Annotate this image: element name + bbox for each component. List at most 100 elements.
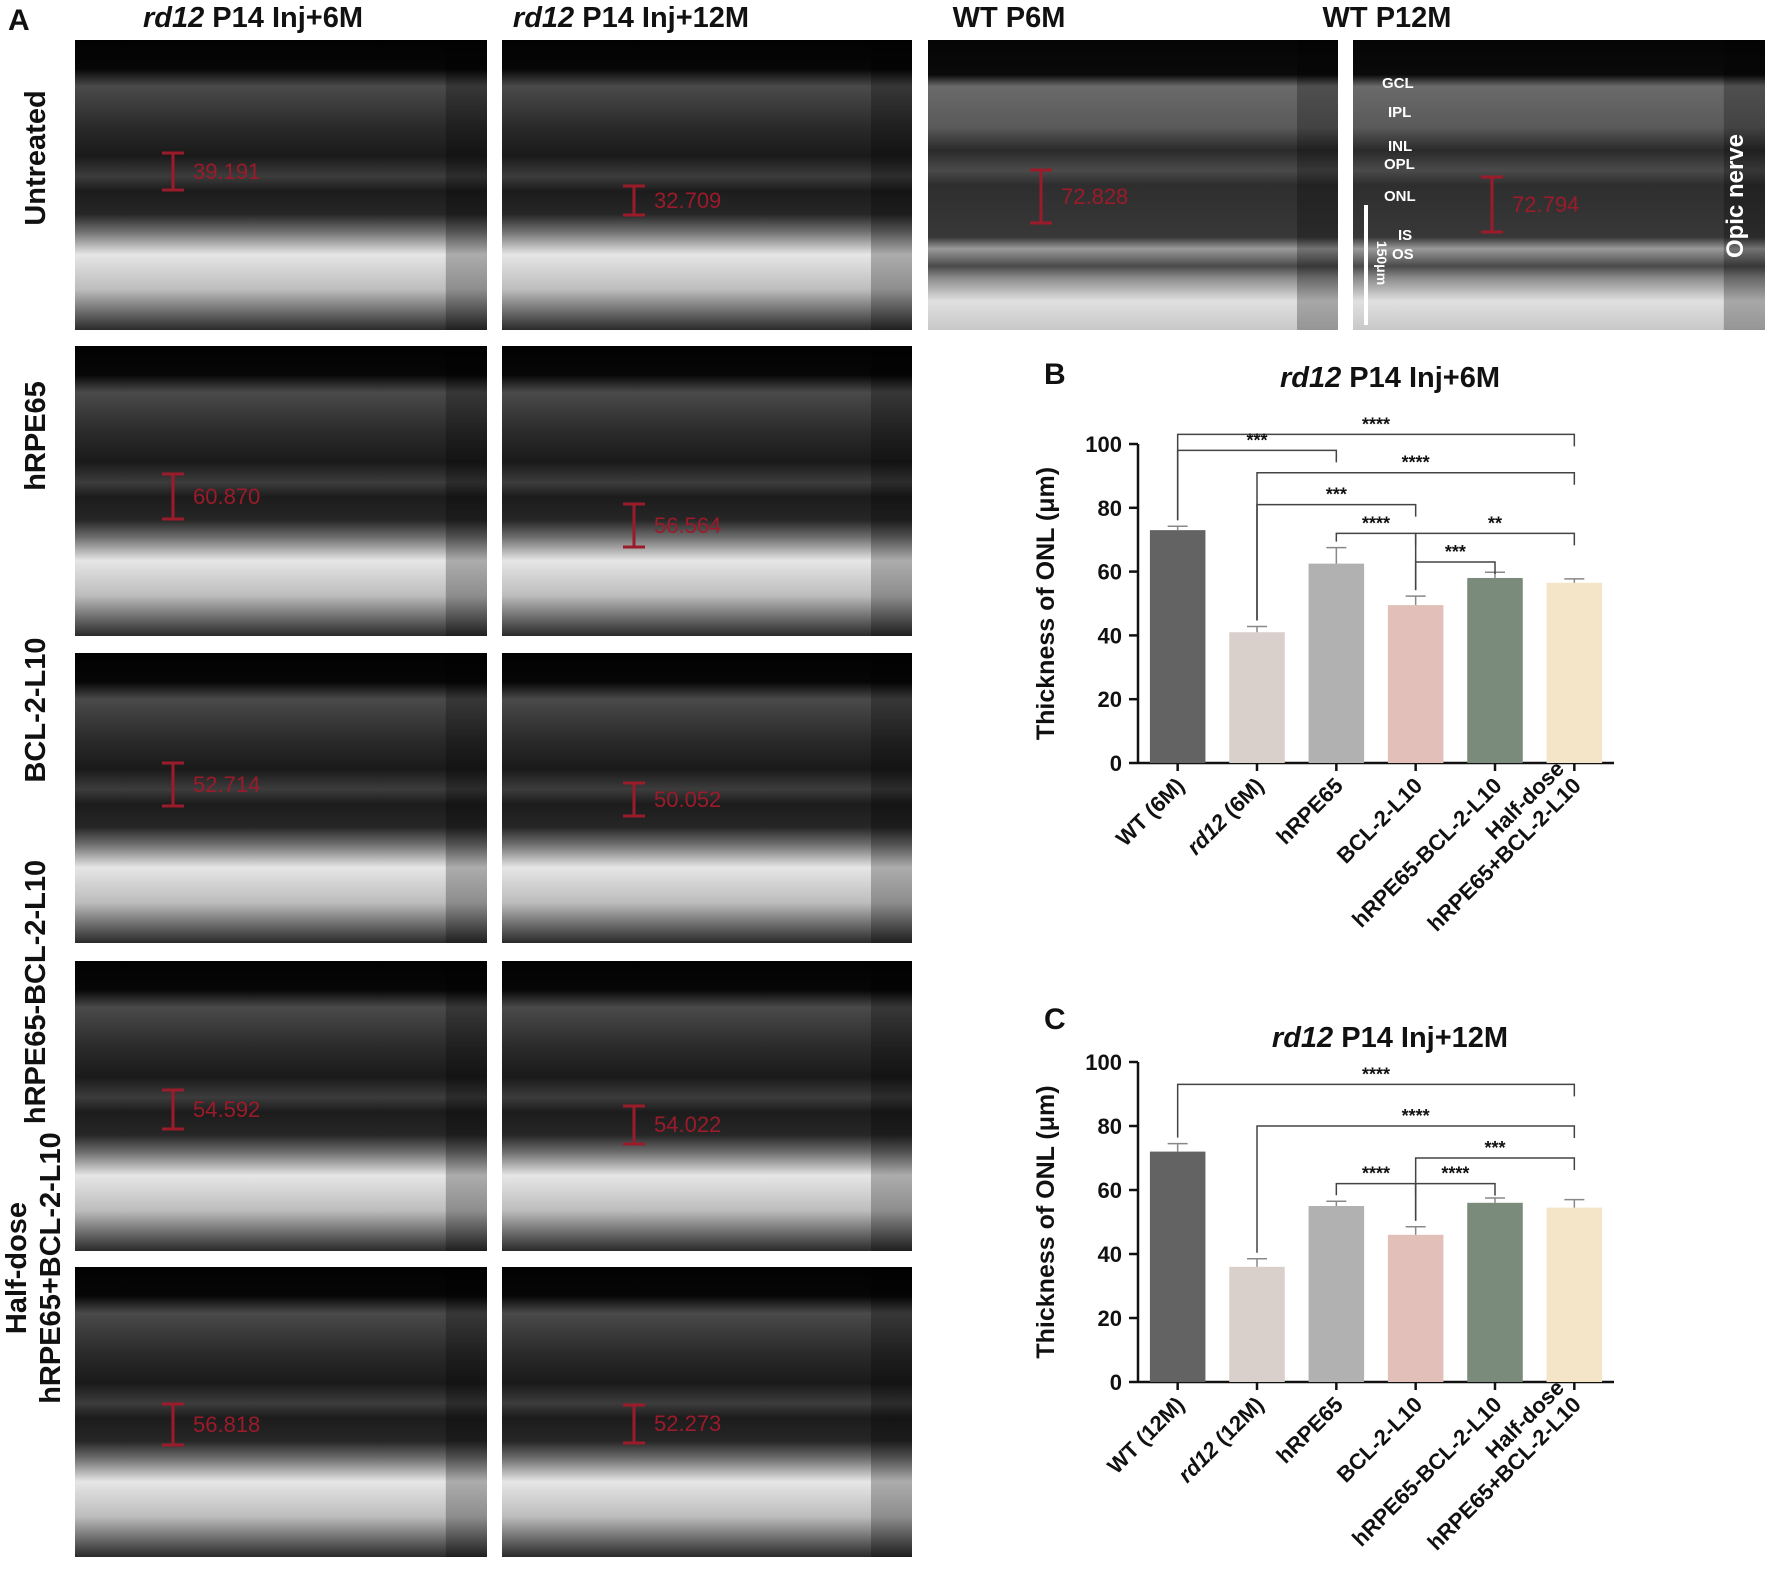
layer-label-onl: ONL	[1384, 188, 1416, 205]
onl-measure-bar	[623, 184, 645, 217]
scale-bar	[1364, 205, 1368, 325]
onl-thickness-value: 72.794	[1512, 191, 1580, 217]
y-tick-label: 0	[1110, 751, 1122, 776]
column-header-wt6m: WT P6M	[952, 2, 1066, 34]
significance-bracket	[1176, 1083, 1576, 1138]
layer-label-ipl: IPL	[1388, 104, 1412, 121]
bar	[1149, 530, 1206, 763]
significance-label: ****	[1441, 1164, 1469, 1184]
y-tick-label: 40	[1098, 1242, 1122, 1267]
onl-measure-bar	[162, 1402, 184, 1447]
significance-label: ***	[1445, 542, 1466, 562]
y-axis-label: Thickness of ONL (μm)	[1032, 467, 1060, 740]
onl-thickness-value: 60.870	[193, 483, 261, 509]
onl-thickness-value: 72.828	[1061, 183, 1129, 209]
bar	[1387, 605, 1444, 763]
bar	[1467, 577, 1523, 763]
oct-image	[502, 1267, 912, 1557]
y-tick-label: 20	[1098, 687, 1122, 712]
y-tick-label: 0	[1110, 1370, 1122, 1395]
significance-label: ****	[1362, 414, 1390, 434]
onl-measure-bar	[623, 502, 645, 549]
bar	[1229, 632, 1285, 763]
svg-text:hRPE65: hRPE65	[1271, 1392, 1347, 1468]
onl-measure-bar	[1481, 175, 1503, 234]
bar	[1546, 582, 1603, 763]
bar	[1308, 1206, 1365, 1382]
onl-measure-bar	[623, 1403, 645, 1445]
column-header-inj12m: rd12 P14 Inj+12M	[512, 2, 750, 34]
onl-thickness-value: 56.564	[654, 512, 722, 538]
bar	[1308, 563, 1365, 763]
oct-image	[1353, 40, 1765, 330]
layer-label-opl: OPL	[1384, 156, 1415, 173]
onl-thickness-value: 56.818	[193, 1411, 261, 1437]
y-tick-label: 60	[1098, 1178, 1122, 1203]
significance-label: ****	[1362, 1164, 1390, 1184]
significance-bracket	[1256, 503, 1417, 621]
svg-text:hRPE65-BCL-2-L10: hRPE65-BCL-2-L10	[1347, 1392, 1506, 1551]
onl-thickness-value: 54.592	[193, 1096, 261, 1122]
significance-label: ***	[1326, 485, 1347, 505]
layer-label-is: IS	[1398, 227, 1413, 244]
onl-thickness-value: 39.191	[193, 158, 261, 184]
significance-bracket	[1176, 449, 1338, 521]
y-tick-label: 100	[1085, 432, 1122, 457]
layer-label-gcl: GCL	[1382, 75, 1414, 92]
onl-measure-bar	[162, 472, 184, 521]
significance-bracket	[1335, 1182, 1417, 1196]
significance-label: ****	[1362, 1064, 1390, 1084]
panel-a-letter: A	[8, 4, 30, 37]
oct-image	[502, 40, 912, 330]
onl-measure-bar	[623, 781, 645, 818]
x-tick-label: hRPE65-BCL-2-L10	[1347, 1392, 1506, 1551]
y-tick-label: 80	[1098, 496, 1122, 521]
panel-b-letter: B	[1044, 358, 1066, 391]
svg-text:hRPE65+BCL-2-L10: hRPE65+BCL-2-L10	[1423, 1392, 1586, 1555]
oct-image	[75, 1267, 487, 1557]
chart-b-title: rd12 P14 Inj+6M	[1279, 362, 1501, 394]
onl-measure-bar	[1030, 168, 1052, 225]
onl-thickness-value: 32.709	[654, 187, 722, 213]
y-tick-label: 80	[1098, 1114, 1122, 1139]
y-axis-label: Thickness of ONL (μm)	[1032, 1085, 1060, 1358]
onl-measure-bar	[162, 1088, 184, 1131]
oct-image	[502, 653, 912, 943]
onl-thickness-value: 54.022	[654, 1112, 722, 1137]
significance-bracket	[1256, 1125, 1576, 1253]
oct-image	[502, 961, 912, 1251]
oct-image	[75, 653, 487, 943]
layer-label-os: OS	[1392, 246, 1414, 263]
onl-measure-bar	[162, 761, 184, 808]
column-header-inj6m: rd12 P14 Inj+6M	[142, 2, 364, 34]
y-tick-label: 40	[1098, 623, 1122, 648]
bar	[1546, 1207, 1603, 1382]
onl-measure-bar	[623, 1104, 645, 1146]
x-tick-label: rd12 (12M)	[1173, 1392, 1268, 1487]
y-tick-label: 100	[1085, 1050, 1122, 1075]
panel-c-letter: C	[1044, 1003, 1066, 1036]
bar	[1229, 1266, 1285, 1382]
onl-thickness-value: 50.052	[654, 786, 722, 812]
significance-label: ***	[1484, 1138, 1505, 1158]
y-tick-label: 20	[1098, 1306, 1122, 1331]
significance-bracket	[1414, 1182, 1496, 1221]
significance-label: **	[1488, 513, 1502, 533]
onl-measure-bar	[162, 151, 184, 192]
onl-thickness-value: 52.273	[654, 1411, 722, 1436]
layer-label-inl: INL	[1388, 138, 1413, 155]
oct-image	[75, 346, 487, 636]
significance-label: ****	[1402, 453, 1430, 473]
significance-label: ****	[1402, 1106, 1430, 1126]
bar	[1467, 1202, 1523, 1382]
significance-label: ***	[1246, 430, 1267, 450]
oct-image	[75, 961, 487, 1251]
significance-label: ****	[1362, 513, 1390, 533]
onl-thickness-value: 52.714	[193, 771, 261, 797]
svg-text:rd12 (12M): rd12 (12M)	[1173, 1392, 1268, 1487]
oct-image	[75, 40, 487, 330]
bar	[1149, 1151, 1206, 1382]
bar	[1387, 1234, 1444, 1382]
